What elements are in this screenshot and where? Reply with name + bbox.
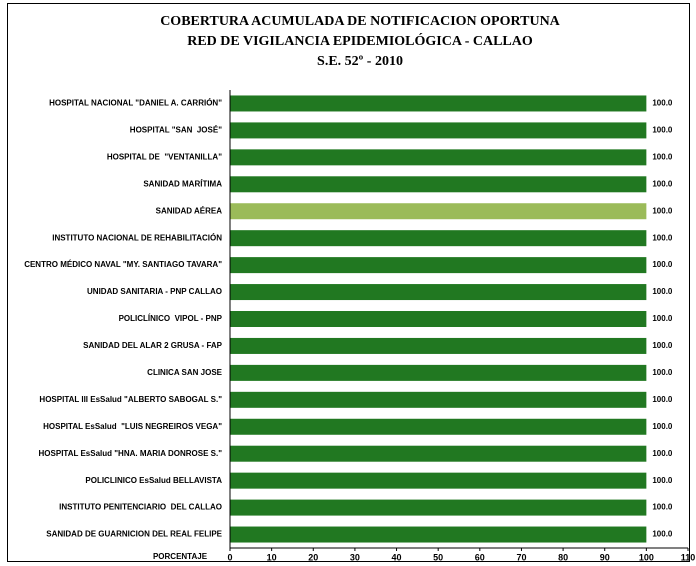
- bar: [230, 230, 647, 247]
- y-tick-label: UNIDAD SANITARIA - PNP CALLAO: [87, 287, 222, 296]
- data-label: 100.0: [652, 314, 673, 323]
- data-label: 100.0: [652, 422, 673, 431]
- x-tick-label: 20: [308, 552, 318, 562]
- data-label: 100.0: [652, 126, 673, 135]
- bar: [230, 284, 647, 301]
- data-label: 100.0: [652, 99, 673, 108]
- y-tick-label: INSTITUTO PENITENCIARIO DEL CALLAO: [59, 503, 222, 512]
- x-tick-label: 90: [600, 552, 610, 562]
- data-label: 100.0: [652, 206, 673, 215]
- x-tick-label: 70: [516, 552, 526, 562]
- bar: [230, 311, 647, 327]
- data-label: 100.0: [652, 530, 673, 539]
- data-label: 100.0: [652, 368, 673, 377]
- bar: [230, 526, 647, 543]
- data-label: 100.0: [652, 476, 673, 485]
- bar: [230, 391, 647, 408]
- bar: [230, 203, 647, 220]
- y-tick-label: HOSPITAL III EsSalud "ALBERTO SABOGAL S.…: [39, 395, 222, 404]
- y-tick-label: HOSPITAL NACIONAL "DANIEL A. CARRIÓN": [49, 99, 222, 108]
- y-tick-label: POLICLÍNICO VIPOL - PNP: [119, 314, 223, 323]
- bar: [230, 122, 647, 139]
- bar: [230, 176, 647, 193]
- y-tick-label: HOSPITAL "SAN JOSÉ": [130, 126, 222, 135]
- data-label: 100.0: [652, 503, 673, 512]
- chart-title: RED DE VIGILANCIA EPIDEMIOLÓGICA - CALLA…: [187, 32, 533, 49]
- bar: [230, 337, 647, 354]
- bar: [230, 257, 647, 274]
- y-tick-label: CLINICA SAN JOSE: [147, 368, 222, 377]
- bar: [230, 149, 647, 166]
- y-tick-label: SANIDAD DE GUARNICION DEL REAL FELIPE: [46, 530, 222, 539]
- y-tick-label: INSTITUTO NACIONAL DE REHABILITACIÓN: [52, 233, 222, 242]
- x-tick-label: 0: [227, 552, 232, 562]
- x-tick-label: 100: [639, 552, 654, 562]
- data-label: 100.0: [652, 233, 673, 242]
- x-axis-label: PORCENTAJE: [153, 552, 208, 561]
- bar: [230, 95, 647, 112]
- x-tick-label: 30: [350, 552, 360, 562]
- y-tick-label: CENTRO MÉDICO NAVAL "MY. SANTIAGO TAVARA…: [24, 260, 222, 269]
- bar: [230, 418, 647, 435]
- y-tick-label: HOSPITAL EsSalud "LUIS NEGREIROS VEGA": [43, 422, 222, 431]
- bar: [230, 472, 647, 489]
- x-tick-label: 80: [558, 552, 568, 562]
- x-tick-label: 40: [392, 552, 402, 562]
- y-tick-label: SANIDAD AÉREA: [156, 206, 223, 215]
- x-tick-label: 50: [433, 552, 443, 562]
- data-label: 100.0: [652, 449, 673, 458]
- data-label: 100.0: [652, 152, 673, 161]
- bar: [230, 364, 647, 381]
- x-tick-label: 110: [681, 552, 696, 562]
- data-label: 100.0: [652, 287, 673, 296]
- y-tick-label: SANIDAD MARÍTIMA: [143, 179, 222, 188]
- chart-title: COBERTURA ACUMULADA DE NOTIFICACION OPOR…: [160, 14, 560, 29]
- chart-title: S.E. 52º - 2010: [317, 54, 403, 69]
- x-tick-label: 60: [475, 552, 485, 562]
- x-tick-label: 10: [267, 552, 277, 562]
- data-label: 100.0: [652, 179, 673, 188]
- data-label: 100.0: [652, 341, 673, 350]
- y-tick-label: HOSPITAL EsSalud "HNA. MARIA DONROSE S.": [39, 449, 223, 458]
- bar: [230, 499, 647, 516]
- data-label: 100.0: [652, 395, 673, 404]
- y-tick-label: POLICLINICO EsSalud BELLAVISTA: [85, 476, 222, 485]
- y-tick-label: SANIDAD DEL ALAR 2 GRUSA - FAP: [83, 341, 222, 350]
- y-tick-label: HOSPITAL DE "VENTANILLA": [107, 152, 222, 161]
- data-label: 100.0: [652, 260, 673, 269]
- bar: [230, 445, 647, 462]
